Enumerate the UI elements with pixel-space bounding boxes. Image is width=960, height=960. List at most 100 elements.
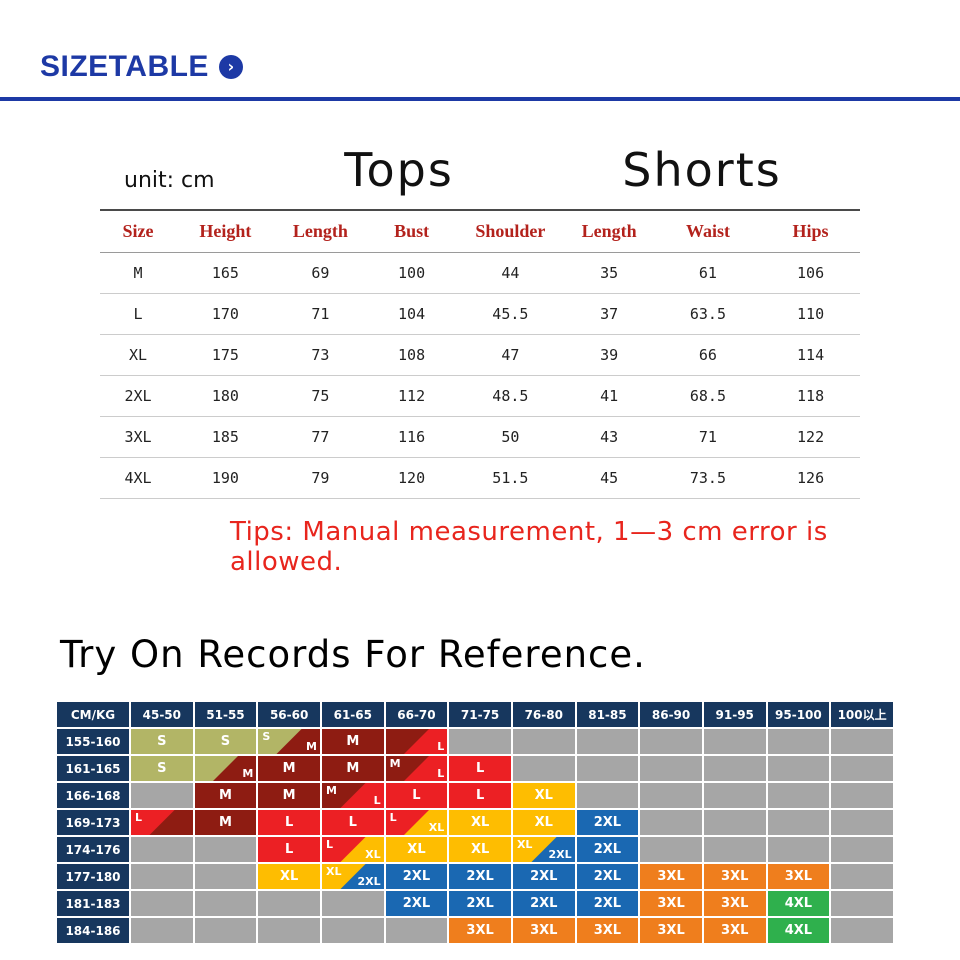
tryon-cell: 3XL [703, 864, 766, 889]
tryon-row-label: 166-168 [57, 783, 129, 808]
tryon-cell: 3XL [640, 918, 702, 943]
size-cell: 2XL [100, 375, 176, 417]
size-cell: 73 [274, 334, 366, 376]
size-col-header: Height [176, 209, 275, 253]
tryon-cell: L [449, 756, 511, 781]
table-row: 4XL 190 79 120 51.5 45 73.5 126 [100, 457, 860, 499]
chevron-right-icon: › [218, 55, 243, 79]
tryon-cell [194, 891, 257, 916]
tryon-cell: 2XL [512, 864, 575, 889]
size-cell: 110 [761, 293, 860, 335]
tryon-cell [512, 756, 575, 781]
divider-line [0, 97, 960, 101]
size-cell: 3XL [100, 416, 176, 458]
tryon-cell: M [194, 783, 257, 808]
tryon-cell [831, 783, 893, 808]
size-cell: 108 [365, 334, 458, 376]
tryon-header-row: CM/KG 45-50 51-55 56-60 61-65 66-70 71-75 76-80… [57, 702, 893, 727]
tips-text: Tips: Manual measurement, 1—3 cm error i… [230, 517, 828, 577]
size-cell: 126 [761, 457, 860, 499]
size-cell: 39 [563, 334, 655, 376]
tryon-cell [131, 783, 193, 808]
tryon-cell-diag: L XL [385, 810, 448, 835]
tryon-cell [131, 837, 193, 862]
tryon-cell [703, 729, 766, 754]
tryon-col-header: 71-75 [449, 702, 511, 727]
tryon-cell: M [321, 756, 384, 781]
tryon-cell [703, 756, 766, 781]
tryon-row-label: 177-180 [57, 864, 129, 889]
size-cell: 79 [274, 457, 366, 499]
tryon-row: 169-173 L M L L L XL XL XL 2XL [57, 810, 893, 835]
size-cell: 45.5 [457, 293, 564, 335]
tryon-cell [576, 729, 639, 754]
tryon-cell: XL [258, 864, 320, 889]
size-table: Size Height Length Bust Shoulder Length Waist H… [100, 209, 860, 499]
tryon-cell [767, 783, 830, 808]
size-cell: 4XL [100, 457, 176, 499]
tryon-row-label: 184-186 [57, 918, 129, 943]
tryon-cell [703, 783, 766, 808]
tryon-cell [640, 837, 702, 862]
tryon-col-header: 86-90 [640, 702, 702, 727]
size-cell: 185 [176, 416, 275, 458]
tryon-cell: L [385, 783, 448, 808]
size-cell: 104 [365, 293, 458, 335]
tryon-cell: 2XL [576, 864, 639, 889]
tryon-cell-diag: M [194, 756, 257, 781]
tryon-cell: 3XL [512, 918, 575, 943]
tryon-cell: S [131, 729, 193, 754]
size-cell: 122 [761, 416, 860, 458]
size-cell: 190 [176, 457, 275, 499]
size-cell: 44 [457, 252, 564, 294]
tryon-grid: CM/KG 45-50 51-55 56-60 61-65 66-70 71-75 76-80… [55, 700, 895, 945]
unit-label: unit: cm [124, 168, 215, 193]
size-col-header: Size [100, 209, 176, 253]
size-header-row: Size Height Length Bust Shoulder Length Waist H… [100, 209, 860, 253]
tryon-cell [258, 891, 320, 916]
tryon-cell [640, 810, 702, 835]
size-cell: 43 [563, 416, 655, 458]
tryon-cell: 2XL [449, 891, 511, 916]
page-title: SIZETABLE [40, 50, 209, 83]
tryon-cell: L [321, 810, 384, 835]
size-col-header: Waist [654, 209, 762, 253]
tryon-col-header: 81-85 [576, 702, 639, 727]
size-cell: 71 [274, 293, 366, 335]
tryon-cell: M [258, 756, 320, 781]
tryon-cell: 2XL [449, 864, 511, 889]
tryon-col-header: 45-50 [131, 702, 193, 727]
tryon-col-header: 66-70 [385, 702, 448, 727]
size-cell: 77 [274, 416, 366, 458]
size-table-section: unit: cm Tops Shorts Size Height Length Bus… [100, 123, 860, 577]
tryon-cell [131, 918, 193, 943]
tryon-cell [385, 918, 448, 943]
size-cell: 180 [176, 375, 275, 417]
tryon-row: 177-180 XL XL 2XL 2XL 2XL 2XL 2XL 3XL 3XL 3XL [57, 864, 893, 889]
tryon-cell: M [321, 729, 384, 754]
tryon-cell [703, 810, 766, 835]
size-cell: 75 [274, 375, 366, 417]
tryon-cell [767, 810, 830, 835]
tryon-cell [449, 729, 511, 754]
tryon-cell [831, 810, 893, 835]
tryon-cell: 2XL [576, 837, 639, 862]
tryon-row-label: 174-176 [57, 837, 129, 862]
tryon-cell: L [258, 837, 320, 862]
tryon-cell [831, 891, 893, 916]
size-cell: 50 [457, 416, 564, 458]
tryon-cell: 4XL [767, 891, 830, 916]
tryon-cell [258, 918, 320, 943]
tryon-col-header: 91-95 [703, 702, 766, 727]
tryon-col-header: 100以上 [831, 702, 893, 727]
tryon-row: 161-165 S M M M M L L [57, 756, 893, 781]
tryon-cell [767, 729, 830, 754]
sizetable-header: SIZETABLE › [0, 0, 960, 84]
tryon-cell: XL [449, 810, 511, 835]
tryon-row: 174-176 L L XL XL XL XL 2XL 2XL [57, 837, 893, 862]
tryon-cell-diag: L [131, 810, 193, 835]
tryon-cell-diag: XL 2XL [321, 864, 384, 889]
tryon-cell [703, 837, 766, 862]
